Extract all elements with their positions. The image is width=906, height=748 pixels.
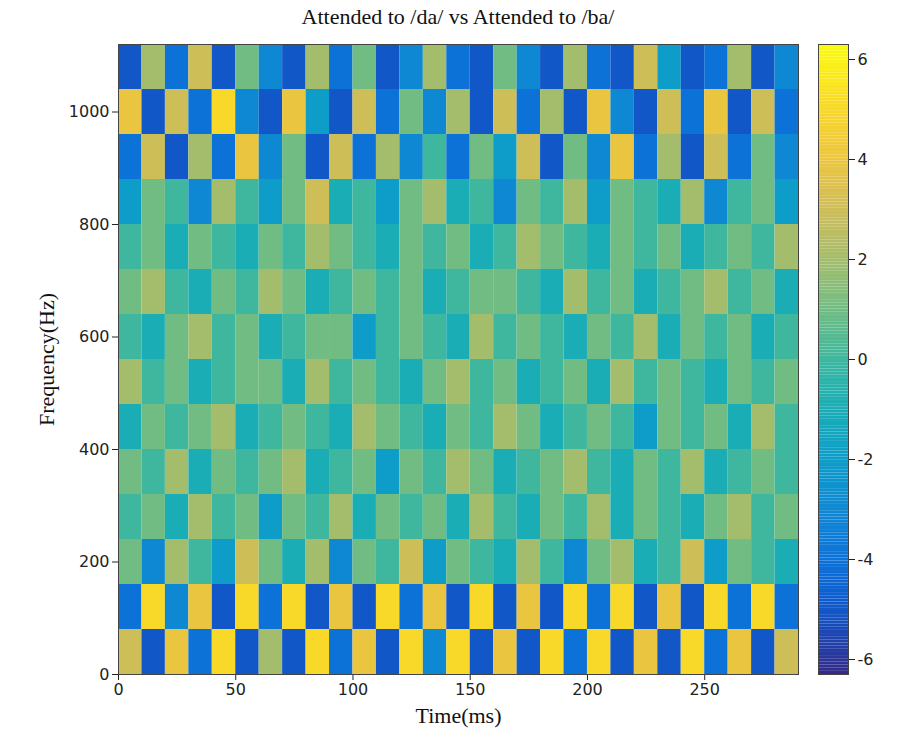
svg-text:100: 100 (338, 680, 369, 699)
svg-text:250: 250 (689, 680, 720, 699)
svg-text:150: 150 (455, 680, 486, 699)
svg-text:0: 0 (99, 665, 109, 684)
svg-text:-4: -4 (858, 550, 874, 569)
svg-text:200: 200 (572, 680, 603, 699)
svg-text:800: 800 (79, 215, 110, 234)
svg-text:Time(ms): Time(ms) (416, 703, 502, 728)
svg-text:400: 400 (79, 440, 110, 459)
svg-text:600: 600 (79, 327, 110, 346)
svg-text:1000: 1000 (69, 102, 110, 121)
svg-text:-2: -2 (858, 450, 874, 469)
svg-text:50: 50 (226, 680, 246, 699)
html-text:Attended to /da/ vs Attended t: Attended to /da/ vs Attended to /ba/ (301, 4, 615, 29)
svg-text:4: 4 (858, 150, 868, 169)
svg-text:-6: -6 (858, 650, 874, 669)
svg-text:Frequency(Hz): Frequency(Hz) (34, 293, 59, 426)
svg-text:200: 200 (79, 552, 110, 571)
svg-text:2: 2 (858, 250, 868, 269)
svg-text:0: 0 (858, 350, 868, 369)
svg-text:6: 6 (858, 50, 868, 69)
svg-text:0: 0 (113, 680, 123, 699)
